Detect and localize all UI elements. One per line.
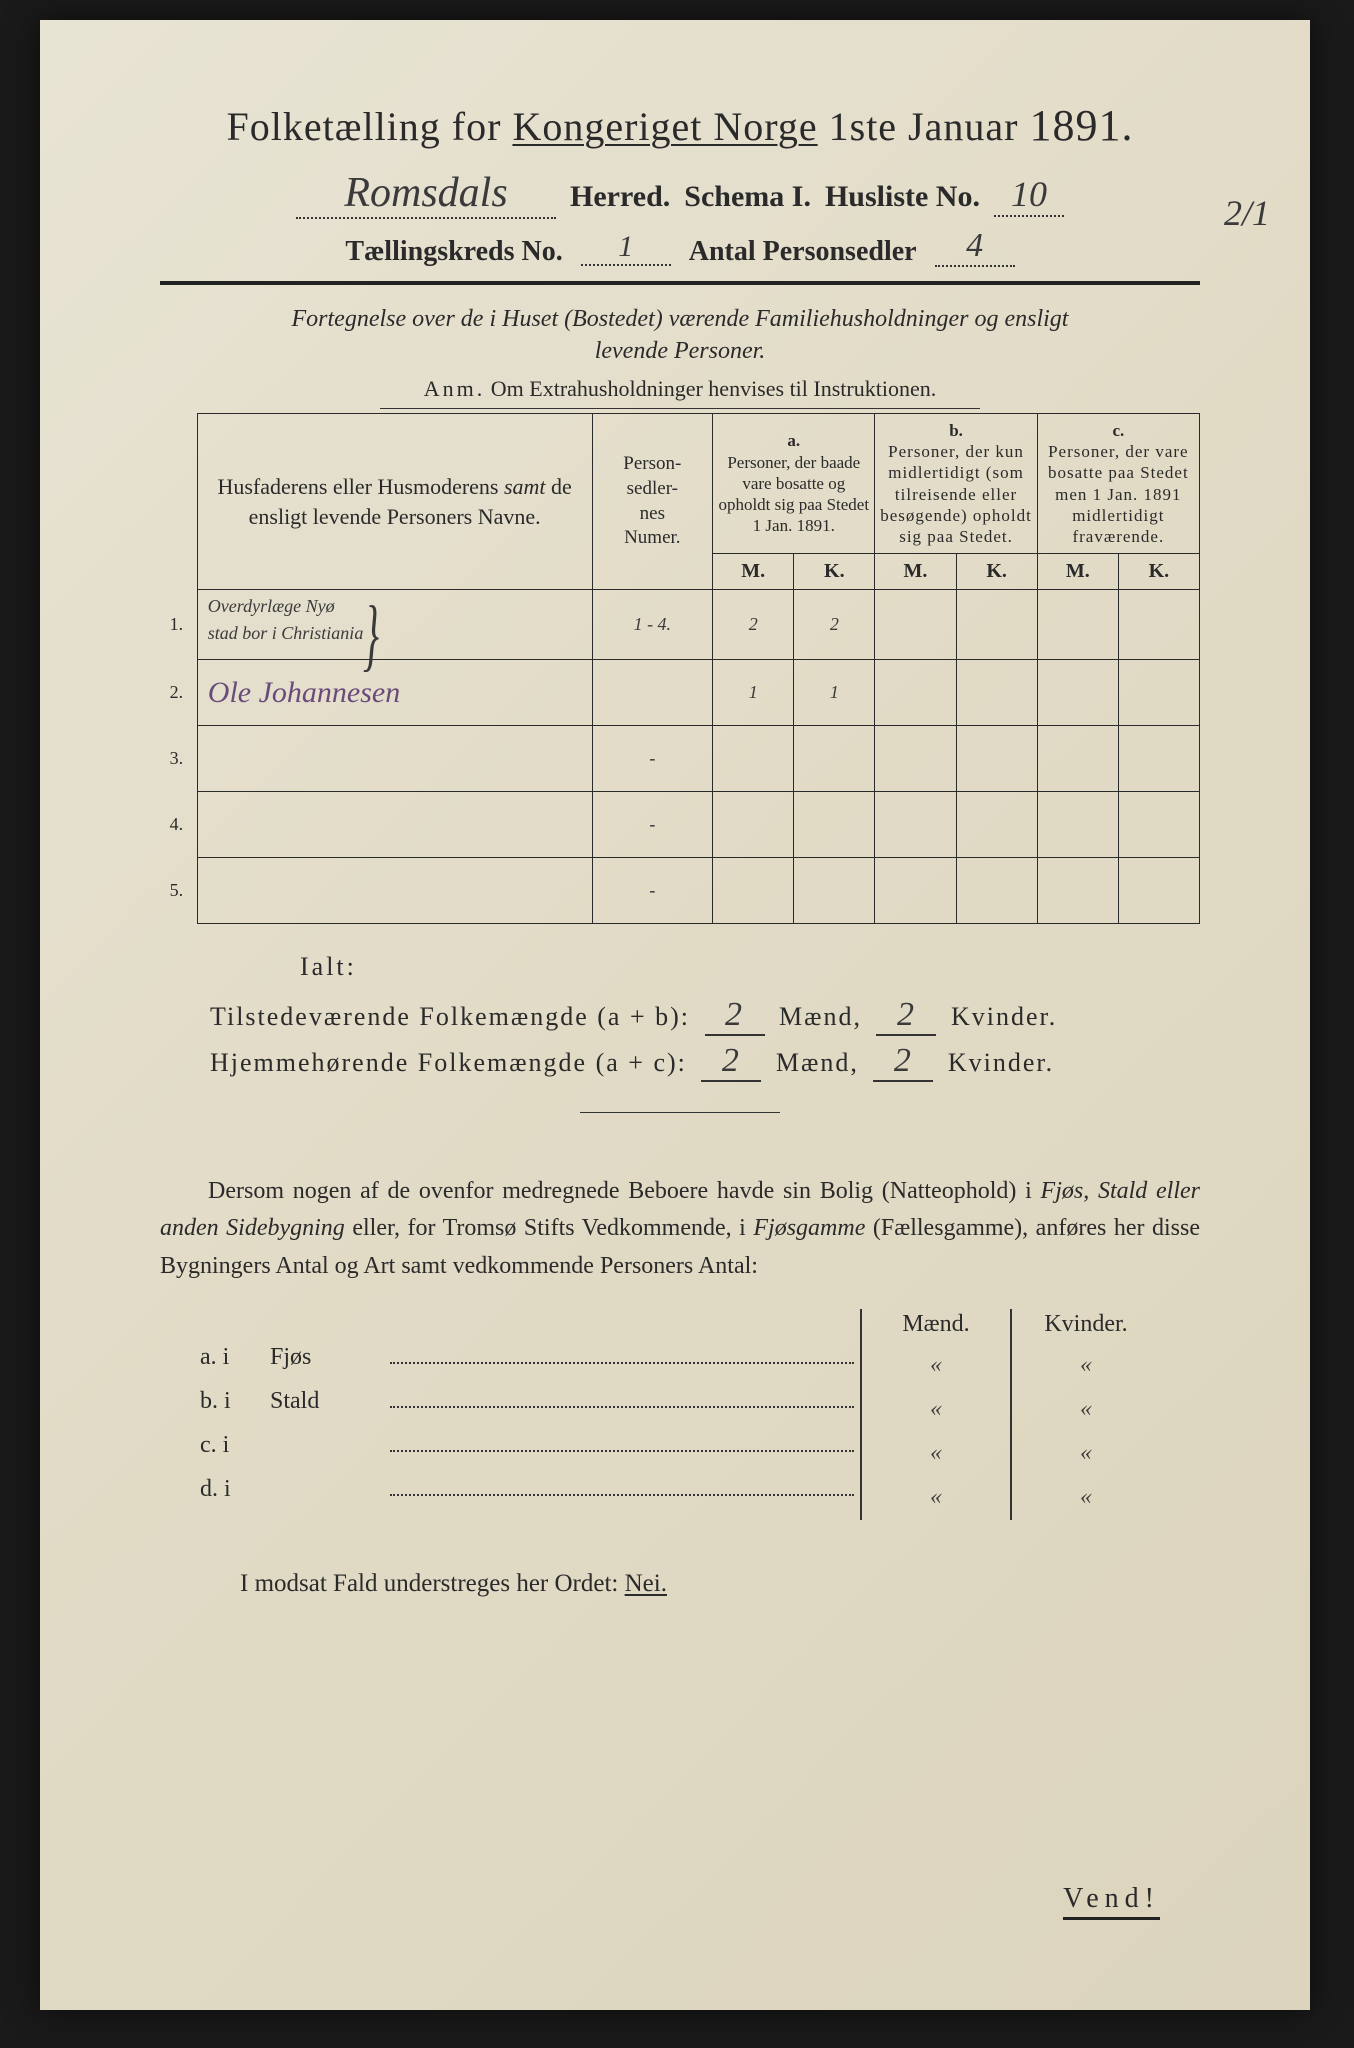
bt-row: c. i « « [200,1432,1160,1476]
herred-handwritten: Romsdals [296,169,556,219]
antal-label: Antal Personsedler [689,236,917,268]
title-year: 1891. [1029,101,1133,150]
ialt-label: Ialt: [300,952,1200,982]
nei-word: Nei. [625,1570,667,1597]
bt-row: d. i « « [200,1476,1160,1520]
husliste-handwritten: 10 [994,173,1064,217]
cell-cm [1037,660,1118,726]
table-row: 5. - [160,858,1200,924]
building-table: Mænd. Kvinder. a. i Fjøs « « b. i Stald … [200,1309,1160,1520]
col-names-header: Husfaderens eller Husmoderens samt de en… [197,413,592,590]
nei-pre: I modsat Fald understreges her Ordet: [240,1570,625,1597]
col-a-header: a.Personer, der baade vare bosatte og op… [713,413,875,554]
cell-ak: 2 [794,590,875,660]
col-b-header: b.Personer, der kun midlertidigt (som ti… [875,413,1037,554]
table-row: 2. Ole Johannesen 1 1 [160,660,1200,726]
nei-line: I modsat Fald understreges her Ordet: Ne… [240,1570,1200,1598]
margin-note: 2/1 [1224,192,1270,234]
summary-home: Hjemmehørende Folkemængde (a + c): 2 Mæn… [210,1042,1200,1082]
summary1-k-label: Kvinder. [951,1002,1057,1031]
cell-bm [875,660,956,726]
name-hw: Ole Johannesen [208,676,400,709]
cell-ck [1118,590,1199,660]
col-c-m: M. [1037,554,1118,590]
col-a-m: M. [713,554,794,590]
name-hw [197,726,592,792]
row-kreds: Tællingskreds No. 1 Antal Personsedler 4 [160,231,1200,271]
col-b-k: K. [956,554,1037,590]
table-row: 3. - [160,726,1200,792]
bt-header-k: Kvinder. [1010,1309,1160,1344]
cell-num: - [592,792,713,858]
name-hw [197,858,592,924]
bt-header-m: Mænd. [860,1309,1010,1344]
summary1-m: 2 [705,996,765,1036]
title-pre: Folketælling for [227,104,513,149]
title-underlined: Kongeriget Norge [512,104,817,149]
kreds-label: Tællingskreds No. [345,236,562,268]
cell-bm [875,590,956,660]
summary1-k: 2 [876,996,936,1036]
cell-ak: 1 [794,660,875,726]
cell-num: - [592,858,713,924]
cell-bk [956,660,1037,726]
anm-line: Anm. Om Extrahusholdninger henvises til … [160,376,1200,402]
anm-text: Om Extrahusholdninger henvises til Instr… [491,376,936,401]
subtitle-line1: Fortegnelse over de i Huset (Bostedet) v… [292,306,1069,332]
cell-ck [1118,660,1199,726]
summary2-k-label: Kvinder. [948,1048,1054,1077]
bt-row: a. i Fjøs « « [200,1344,1160,1388]
document-paper: 2/1 Folketælling for Kongeriget Norge 1s… [40,20,1310,2010]
title: Folketælling for Kongeriget Norge 1ste J… [160,100,1200,151]
cell-am: 2 [713,590,794,660]
title-post: 1ste Januar [818,104,1030,149]
cell-cm [1037,590,1118,660]
summary2-m-label: Mænd, [776,1048,859,1077]
name-hw: Overdyrlæge Nyøstad bor i Christiania [208,596,364,643]
anm-label: Anm. [424,376,486,401]
cell-bk [956,590,1037,660]
table-row: 1. Overdyrlæge Nyøstad bor i Christiania… [160,590,1200,660]
bt-row: b. i Stald « « [200,1388,1160,1432]
building-paragraph: Dersom nogen af de ovenfor medregnede Be… [160,1173,1200,1285]
col-b-m: M. [875,554,956,590]
row-herred: Romsdals Herred. Schema I. Husliste No. 1… [160,169,1200,219]
summary1-label: Tilstedeværende Folkemængde (a + b): [210,1002,690,1031]
rule-small-2 [580,1112,780,1113]
name-hw [197,792,592,858]
kreds-handwritten: 1 [618,230,633,263]
rule [160,281,1200,285]
herred-label: Herred. [570,180,670,214]
summary-present: Tilstedeværende Folkemængde (a + b): 2 M… [210,996,1200,1036]
cell-num: 1 - 4. [592,590,713,660]
cell-num [592,660,713,726]
cell-num: - [592,726,713,792]
table-row: 4. - [160,792,1200,858]
vend-label: Vend! [1063,1883,1160,1920]
col-numer-header: Person-sedler-nesNumer. [592,413,713,590]
summary2-label: Hjemmehørende Folkemængde (a + c): [210,1048,687,1077]
summary2-m: 2 [701,1042,761,1082]
cell-am: 1 [713,660,794,726]
summary1-m-label: Mænd, [779,1002,862,1031]
antal-handwritten: 4 [966,227,983,264]
summary2-k: 2 [873,1042,933,1082]
col-a-k: K. [794,554,875,590]
rule-small [380,408,980,409]
col-c-header: c.Personer, der vare bosatte paa Stedet … [1037,413,1199,554]
husliste-label: Husliste No. [825,180,980,214]
subtitle-line2: levende Personer. [595,338,766,364]
subtitle: Fortegnelse over de i Huset (Bostedet) v… [160,303,1200,368]
col-c-k: K. [1118,554,1199,590]
main-table: Husfaderens eller Husmoderens samt de en… [160,413,1200,925]
schema-label: Schema I. [684,180,811,214]
